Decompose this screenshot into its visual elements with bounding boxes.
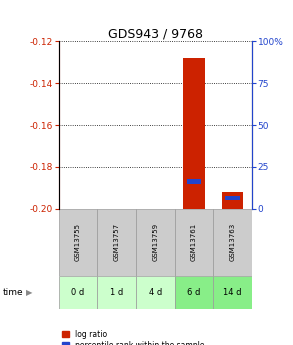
Text: GSM13761: GSM13761 [191,223,197,262]
Text: 1 d: 1 d [110,288,123,297]
Bar [97,209,136,276]
Bar [183,58,205,209]
Text: ▶: ▶ [26,288,33,297]
Text: GSM13759: GSM13759 [152,223,158,262]
Bar [222,192,243,209]
Bar [136,276,175,309]
Bar [175,276,213,309]
Bar [59,276,97,309]
Bar [187,179,201,184]
Text: 0 d: 0 d [71,288,85,297]
Text: 6 d: 6 d [187,288,201,297]
Legend: log ratio, percentile rank within the sample: log ratio, percentile rank within the sa… [62,329,205,345]
Bar [213,209,252,276]
Text: GSM13755: GSM13755 [75,223,81,262]
Text: GSM13763: GSM13763 [230,223,236,262]
Bar [97,276,136,309]
Text: GSM13757: GSM13757 [114,223,120,262]
Text: 14 d: 14 d [223,288,242,297]
Bar [225,196,240,200]
Text: time: time [3,288,23,297]
Bar [175,209,213,276]
Title: GDS943 / 9768: GDS943 / 9768 [108,27,203,40]
Bar [136,209,175,276]
Text: 4 d: 4 d [149,288,162,297]
Bar [59,209,97,276]
Bar [213,276,252,309]
